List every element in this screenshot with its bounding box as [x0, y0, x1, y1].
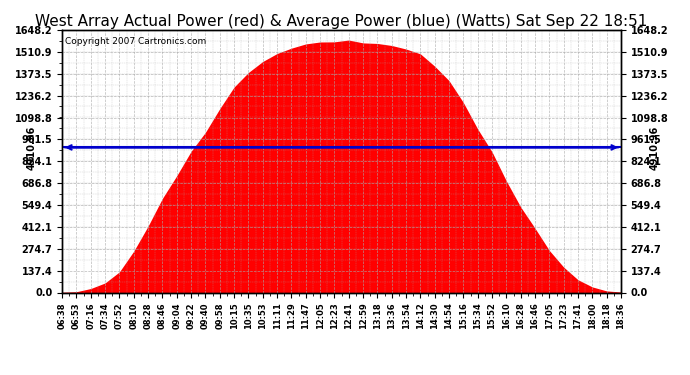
Text: Copyright 2007 Cartronics.com: Copyright 2007 Cartronics.com [65, 37, 206, 46]
Title: West Array Actual Power (red) & Average Power (blue) (Watts) Sat Sep 22 18:51: West Array Actual Power (red) & Average … [35, 14, 648, 29]
Text: 4910.96: 4910.96 [26, 125, 37, 170]
Text: 4910.96: 4910.96 [649, 125, 660, 170]
